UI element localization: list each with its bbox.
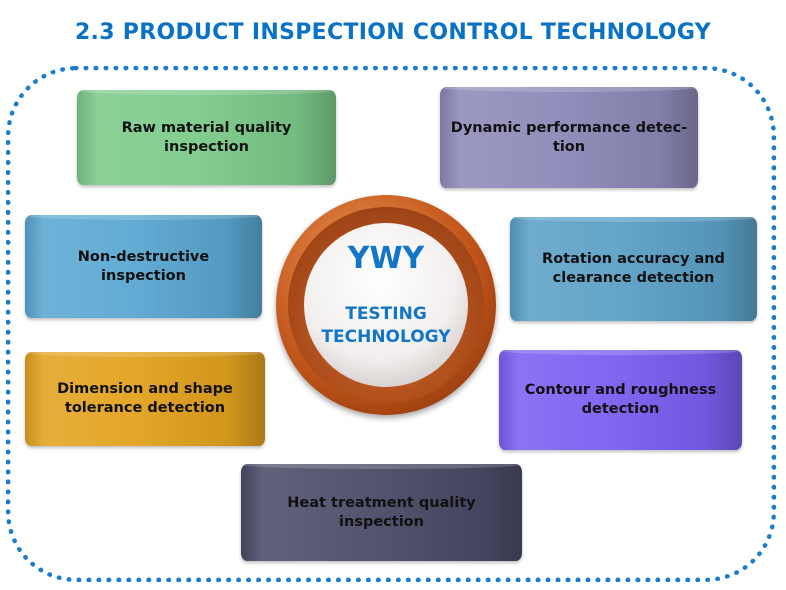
item-rotation-accuracy: Rotation accuracy and clearance detectio…: [510, 213, 757, 321]
item-label: Contour and roughness detection: [524, 382, 717, 417]
subtitle-line-1: TESTING: [345, 304, 427, 324]
dotted-frame: [6, 66, 776, 582]
brand-name: YWY: [347, 241, 425, 276]
item-label: Raw material quality inspection: [121, 119, 292, 155]
item-heat-treatment: Heat treatment quality inspection: [241, 460, 522, 561]
item-dimension-shape: Dimension and shape tolerance detection: [25, 348, 265, 446]
item-non-destructive: Non-destructive inspection: [25, 211, 262, 318]
emblem-face: YWY TESTING TECHNOLOGY: [304, 223, 468, 387]
item-label: Non-destructive inspection: [77, 248, 210, 284]
item-label: Heat treatment quality inspection: [287, 494, 476, 530]
item-label: Dynamic performance detec- tion: [450, 119, 688, 155]
item-raw-material: Raw material quality inspection: [77, 86, 336, 185]
emblem-subtitle: TESTING TECHNOLOGY: [304, 303, 468, 349]
center-emblem: YWY TESTING TECHNOLOGY: [276, 195, 496, 415]
page-title: 2.3 PRODUCT INSPECTION CONTROL TECHNOLOG…: [74, 20, 712, 45]
item-label: Rotation accuracy and clearance detectio…: [542, 251, 725, 286]
item-dynamic-performance: Dynamic performance detec- tion: [440, 83, 698, 188]
item-label: Dimension and shape tolerance detection: [57, 381, 233, 416]
item-contour-roughness: Contour and roughness detection: [499, 346, 742, 450]
subtitle-line-2: TECHNOLOGY: [321, 327, 451, 347]
